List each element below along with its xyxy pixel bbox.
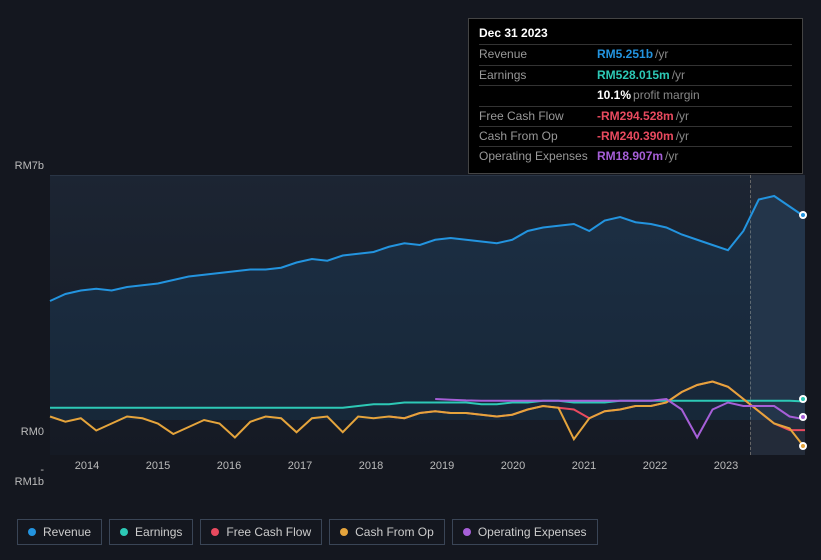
tooltip-row-value: RM5.251b xyxy=(597,46,653,63)
tooltip-row-label: Revenue xyxy=(479,46,597,63)
legend-item[interactable]: Cash From Op xyxy=(329,519,445,545)
legend-dot-icon xyxy=(340,528,348,536)
legend-label: Operating Expenses xyxy=(478,525,587,539)
marker-dot xyxy=(799,413,807,421)
tooltip-row-unit: /yr xyxy=(665,148,678,165)
x-axis-label: 2015 xyxy=(138,460,178,472)
tooltip-row-unit: profit margin xyxy=(633,87,700,104)
x-axis-label: 2014 xyxy=(67,460,107,472)
tooltip-row-label: Earnings xyxy=(479,67,597,84)
tooltip-row-value: -RM240.390m xyxy=(597,128,674,145)
tooltip-rows: RevenueRM5.251b /yrEarningsRM528.015m /y… xyxy=(479,44,792,166)
tooltip-row: RevenueRM5.251b /yr xyxy=(479,44,792,64)
legend-item[interactable]: Free Cash Flow xyxy=(200,519,322,545)
y-axis-label: RM0 xyxy=(12,426,44,438)
tooltip-row-label: Free Cash Flow xyxy=(479,108,597,125)
legend-dot-icon xyxy=(211,528,219,536)
tooltip-row-value: RM18.907m xyxy=(597,148,663,165)
tooltip-date: Dec 31 2023 xyxy=(479,25,792,42)
tooltip-row-value: -RM294.528m xyxy=(597,108,674,125)
x-axis-label: 2018 xyxy=(351,460,391,472)
marker-dot xyxy=(799,395,807,403)
legend-item[interactable]: Operating Expenses xyxy=(452,519,598,545)
legend-label: Revenue xyxy=(43,525,91,539)
tooltip-row-unit: /yr xyxy=(655,46,668,63)
tooltip-row-value: 10.1% xyxy=(597,87,631,104)
x-axis-label: 2019 xyxy=(422,460,462,472)
legend: Revenue Earnings Free Cash Flow Cash From O… xyxy=(17,519,598,545)
tooltip-row-unit: /yr xyxy=(676,128,689,145)
legend-item[interactable]: Earnings xyxy=(109,519,193,545)
tooltip-row-label: Operating Expenses xyxy=(479,148,597,165)
legend-label: Cash From Op xyxy=(355,525,434,539)
marker-dot xyxy=(799,211,807,219)
legend-label: Free Cash Flow xyxy=(226,525,311,539)
tooltip-row: Free Cash Flow-RM294.528m /yr xyxy=(479,106,792,126)
chart-lines xyxy=(50,175,805,455)
tooltip-row-value: RM528.015m xyxy=(597,67,670,84)
tooltip-row: Operating ExpensesRM18.907m /yr xyxy=(479,146,792,166)
marker-dot xyxy=(799,442,807,450)
legend-dot-icon xyxy=(28,528,36,536)
legend-dot-icon xyxy=(120,528,128,536)
tooltip-row-unit: /yr xyxy=(676,108,689,125)
legend-dot-icon xyxy=(463,528,471,536)
tooltip-row: Cash From Op-RM240.390m /yr xyxy=(479,126,792,146)
legend-item[interactable]: Revenue xyxy=(17,519,102,545)
x-axis-label: 2022 xyxy=(635,460,675,472)
tooltip-row: EarningsRM528.015m /yr xyxy=(479,65,792,85)
x-axis-label: 2023 xyxy=(706,460,746,472)
x-axis-label: 2016 xyxy=(209,460,249,472)
x-axis-label: 2020 xyxy=(493,460,533,472)
legend-label: Earnings xyxy=(135,525,182,539)
tooltip-row-label: Cash From Op xyxy=(479,128,597,145)
x-axis-label: 2021 xyxy=(564,460,604,472)
data-tooltip: Dec 31 2023 RevenueRM5.251b /yrEarningsR… xyxy=(468,18,803,174)
tooltip-row: 10.1% profit margin xyxy=(479,85,792,105)
y-axis-label: -RM1b xyxy=(12,464,44,488)
tooltip-row-unit: /yr xyxy=(672,67,685,84)
chart: RM7bRM0-RM1b 201420152016201720182019202… xyxy=(17,160,805,480)
tooltip-row-label xyxy=(479,87,597,104)
x-axis-label: 2017 xyxy=(280,460,320,472)
y-axis-label: RM7b xyxy=(12,160,44,172)
